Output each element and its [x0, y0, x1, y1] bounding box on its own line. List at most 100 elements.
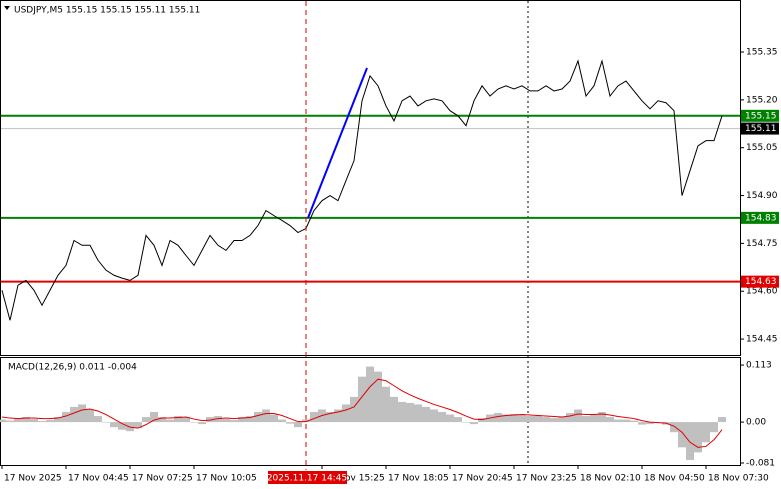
- macd-bar: [30, 419, 38, 423]
- macd-bar: [670, 422, 678, 433]
- macd-panel: [0, 357, 741, 466]
- macd-bar: [102, 422, 110, 423]
- x-tick-label: 17 Nov 04:45: [68, 474, 129, 484]
- crosshair-label: 2025.11.17 14:45: [267, 474, 347, 484]
- macd-bar: [46, 420, 54, 423]
- macd-bar: [502, 414, 510, 423]
- macd-bar: [262, 409, 270, 423]
- y-tick-label: 0.00: [746, 418, 766, 428]
- macd-bar: [198, 422, 206, 425]
- macd-bar: [118, 422, 126, 430]
- macd-bar: [646, 422, 654, 425]
- macd-bar: [470, 422, 478, 425]
- macd-bar: [174, 416, 182, 423]
- x-tick-label: 18 Nov 04:50: [644, 474, 705, 484]
- level-label-box: [741, 109, 779, 122]
- macd-bar: [326, 412, 334, 423]
- macd-bar: [86, 409, 94, 423]
- macd-bar: [518, 414, 526, 423]
- macd-bar: [286, 422, 294, 424]
- macd-bar: [0, 419, 6, 423]
- macd-bar: [254, 412, 262, 423]
- macd-bar: [62, 412, 70, 423]
- macd-bar: [366, 366, 374, 423]
- macd-bar: [398, 401, 406, 423]
- macd-bar: [382, 386, 390, 423]
- macd-bar: [294, 422, 302, 428]
- level-label: 155.11: [745, 124, 777, 134]
- x-tick-label: 18 Nov 07:30: [708, 474, 769, 484]
- macd-bar: [150, 412, 158, 423]
- macd-bar: [550, 418, 558, 423]
- macd-bar: [406, 402, 414, 423]
- macd-bar: [598, 412, 606, 423]
- macd-bar: [390, 396, 398, 423]
- macd-bar: [158, 417, 166, 423]
- macd-bar: [454, 417, 462, 423]
- macd-bar: [678, 422, 686, 448]
- macd-bar: [582, 416, 590, 423]
- macd-bar: [702, 422, 710, 443]
- macd-bar: [686, 422, 694, 460]
- crosshair-label-box: [268, 471, 347, 484]
- macd-bar: [558, 417, 566, 423]
- macd-bar: [54, 417, 62, 423]
- macd-bar: [574, 409, 582, 423]
- macd-bar: [526, 416, 534, 423]
- macd-bar: [134, 422, 142, 429]
- macd-bar: [78, 404, 86, 423]
- price-line: [1, 59, 723, 321]
- y-tick-label: 154.45: [746, 335, 778, 345]
- x-tick-label: 17 Nov 2025: [4, 474, 62, 484]
- macd-bar: [606, 417, 614, 423]
- macd-bar: [94, 416, 102, 423]
- level-label: 155.15: [745, 111, 777, 121]
- macd-bar: [566, 413, 574, 423]
- macd-bar: [222, 419, 230, 423]
- macd-bar: [182, 417, 190, 423]
- macd-bar: [334, 409, 342, 423]
- macd-bar: [630, 420, 638, 423]
- y-tick-label: 155.35: [746, 48, 778, 58]
- macd-bar: [14, 418, 22, 423]
- macd-title: MACD(12,26,9) 0.011 -0.004: [8, 363, 137, 373]
- macd-bar: [70, 406, 78, 423]
- macd-bar: [166, 419, 174, 423]
- macd-bar: [190, 422, 198, 423]
- macd-bar: [142, 417, 150, 423]
- macd-bar: [534, 416, 542, 423]
- y-tick-label: 154.75: [746, 239, 778, 249]
- macd-bar: [694, 422, 702, 453]
- macd-bar: [110, 422, 118, 428]
- macd-bar: [438, 412, 446, 423]
- macd-bar: [622, 419, 630, 423]
- level-label: 154.83: [745, 213, 777, 223]
- macd-bar: [246, 416, 254, 423]
- macd-bar: [414, 404, 422, 423]
- y-tick-label: 154.90: [746, 191, 778, 201]
- macd-bar: [238, 417, 246, 423]
- x-tick-label: 18 Nov 02:10: [580, 474, 641, 484]
- macd-bar: [302, 419, 310, 423]
- macd-bar: [22, 417, 30, 423]
- price-panel: [0, 0, 741, 356]
- trend-line: [307, 67, 368, 219]
- y-tick-label: 154.60: [746, 287, 778, 297]
- level-label-box: [741, 211, 779, 224]
- signal-line: [1, 378, 723, 448]
- macd-bar: [446, 414, 454, 423]
- macd-bar: [542, 417, 550, 423]
- macd-bar: [230, 420, 238, 423]
- macd-bar: [38, 421, 46, 423]
- x-tick-label: 17 Nov 23:25: [516, 474, 577, 484]
- macd-bar: [270, 414, 278, 423]
- y-tick-label: 155.20: [746, 95, 778, 105]
- macd-bar: [358, 376, 366, 423]
- macd-bar: [710, 422, 718, 433]
- macd-bar: [494, 413, 502, 423]
- y-tick-label: 155.05: [746, 143, 778, 153]
- macd-bar: [430, 409, 438, 423]
- level-label-box: [741, 275, 779, 288]
- macd-bar: [350, 396, 358, 423]
